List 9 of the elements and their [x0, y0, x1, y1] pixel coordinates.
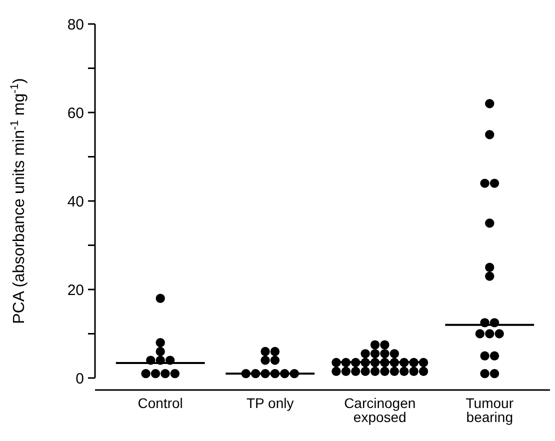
y-tick-label: 40 — [67, 193, 84, 210]
x-tick-label: Carcinogen exposed — [344, 395, 416, 425]
x-tick-label: Tumour bearing — [466, 395, 514, 425]
y-tick-label: 0 — [76, 370, 84, 388]
y-tick-label: 80 — [67, 16, 84, 34]
y-tick-label: 20 — [67, 282, 84, 299]
x-tick-label: TP only — [246, 395, 294, 411]
x-tick-label: Control — [138, 395, 183, 411]
y-tick-label: 60 — [67, 104, 84, 122]
